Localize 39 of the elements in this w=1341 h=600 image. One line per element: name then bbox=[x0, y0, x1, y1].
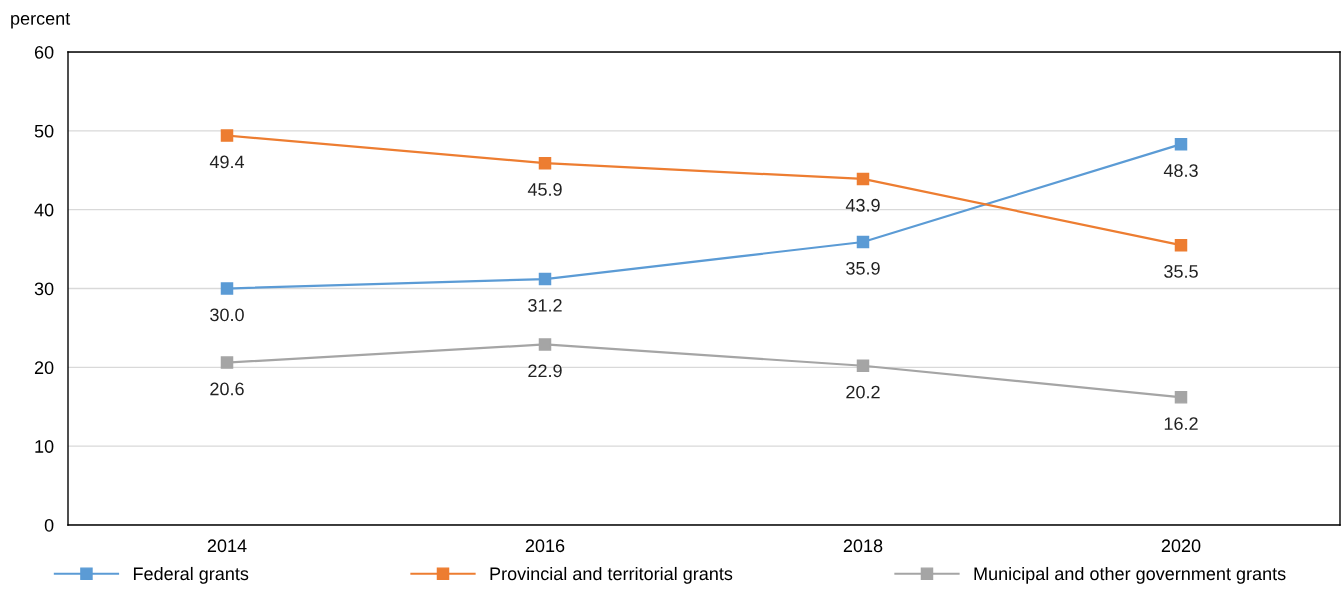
legend-label: Municipal and other government grants bbox=[974, 566, 1286, 584]
data-label: 30.0 bbox=[210, 308, 244, 322]
point bbox=[538, 156, 552, 170]
y-tick-label: 40 bbox=[34, 203, 54, 217]
data-label: 48.3 bbox=[1163, 164, 1198, 177]
y-tick-label: 10 bbox=[35, 440, 54, 453]
y-tick-label: 0 bbox=[44, 518, 54, 532]
data-label: 31.2 bbox=[528, 298, 562, 312]
y-tick-label: 20 bbox=[34, 361, 54, 375]
legend-label: Provincial and territorial grants bbox=[490, 566, 733, 584]
data-label: 22.9 bbox=[528, 364, 562, 378]
legend-label: Federal grants bbox=[133, 566, 249, 584]
y-tick-label: 60 bbox=[34, 45, 54, 59]
data-label: 20.2 bbox=[846, 385, 880, 399]
point bbox=[1174, 137, 1188, 151]
point bbox=[856, 359, 870, 373]
point bbox=[220, 129, 234, 142]
y-axis-title: percent bbox=[11, 13, 71, 29]
x-tick-label: 2014 bbox=[207, 539, 247, 553]
point bbox=[220, 282, 234, 295]
point bbox=[220, 356, 234, 369]
data-label: 49.4 bbox=[209, 155, 245, 169]
x-tick-label: 2016 bbox=[525, 539, 565, 553]
point bbox=[856, 172, 870, 186]
data-label: 35.5 bbox=[1164, 265, 1198, 278]
point bbox=[538, 338, 552, 351]
x-tick-label: 2020 bbox=[1161, 539, 1201, 553]
y-tick-label: 30 bbox=[34, 282, 54, 296]
data-label: 16.2 bbox=[1164, 417, 1198, 430]
point bbox=[538, 272, 552, 286]
data-label: 35.9 bbox=[846, 261, 880, 275]
data-label: 45.9 bbox=[527, 183, 562, 196]
point bbox=[1174, 238, 1188, 252]
point bbox=[856, 235, 870, 249]
data-label: 43.9 bbox=[845, 198, 880, 212]
x-tick-label: 2018 bbox=[843, 539, 883, 553]
data-label: 20.6 bbox=[210, 382, 244, 396]
point bbox=[1174, 391, 1188, 404]
y-tick-label: 50 bbox=[34, 124, 54, 138]
